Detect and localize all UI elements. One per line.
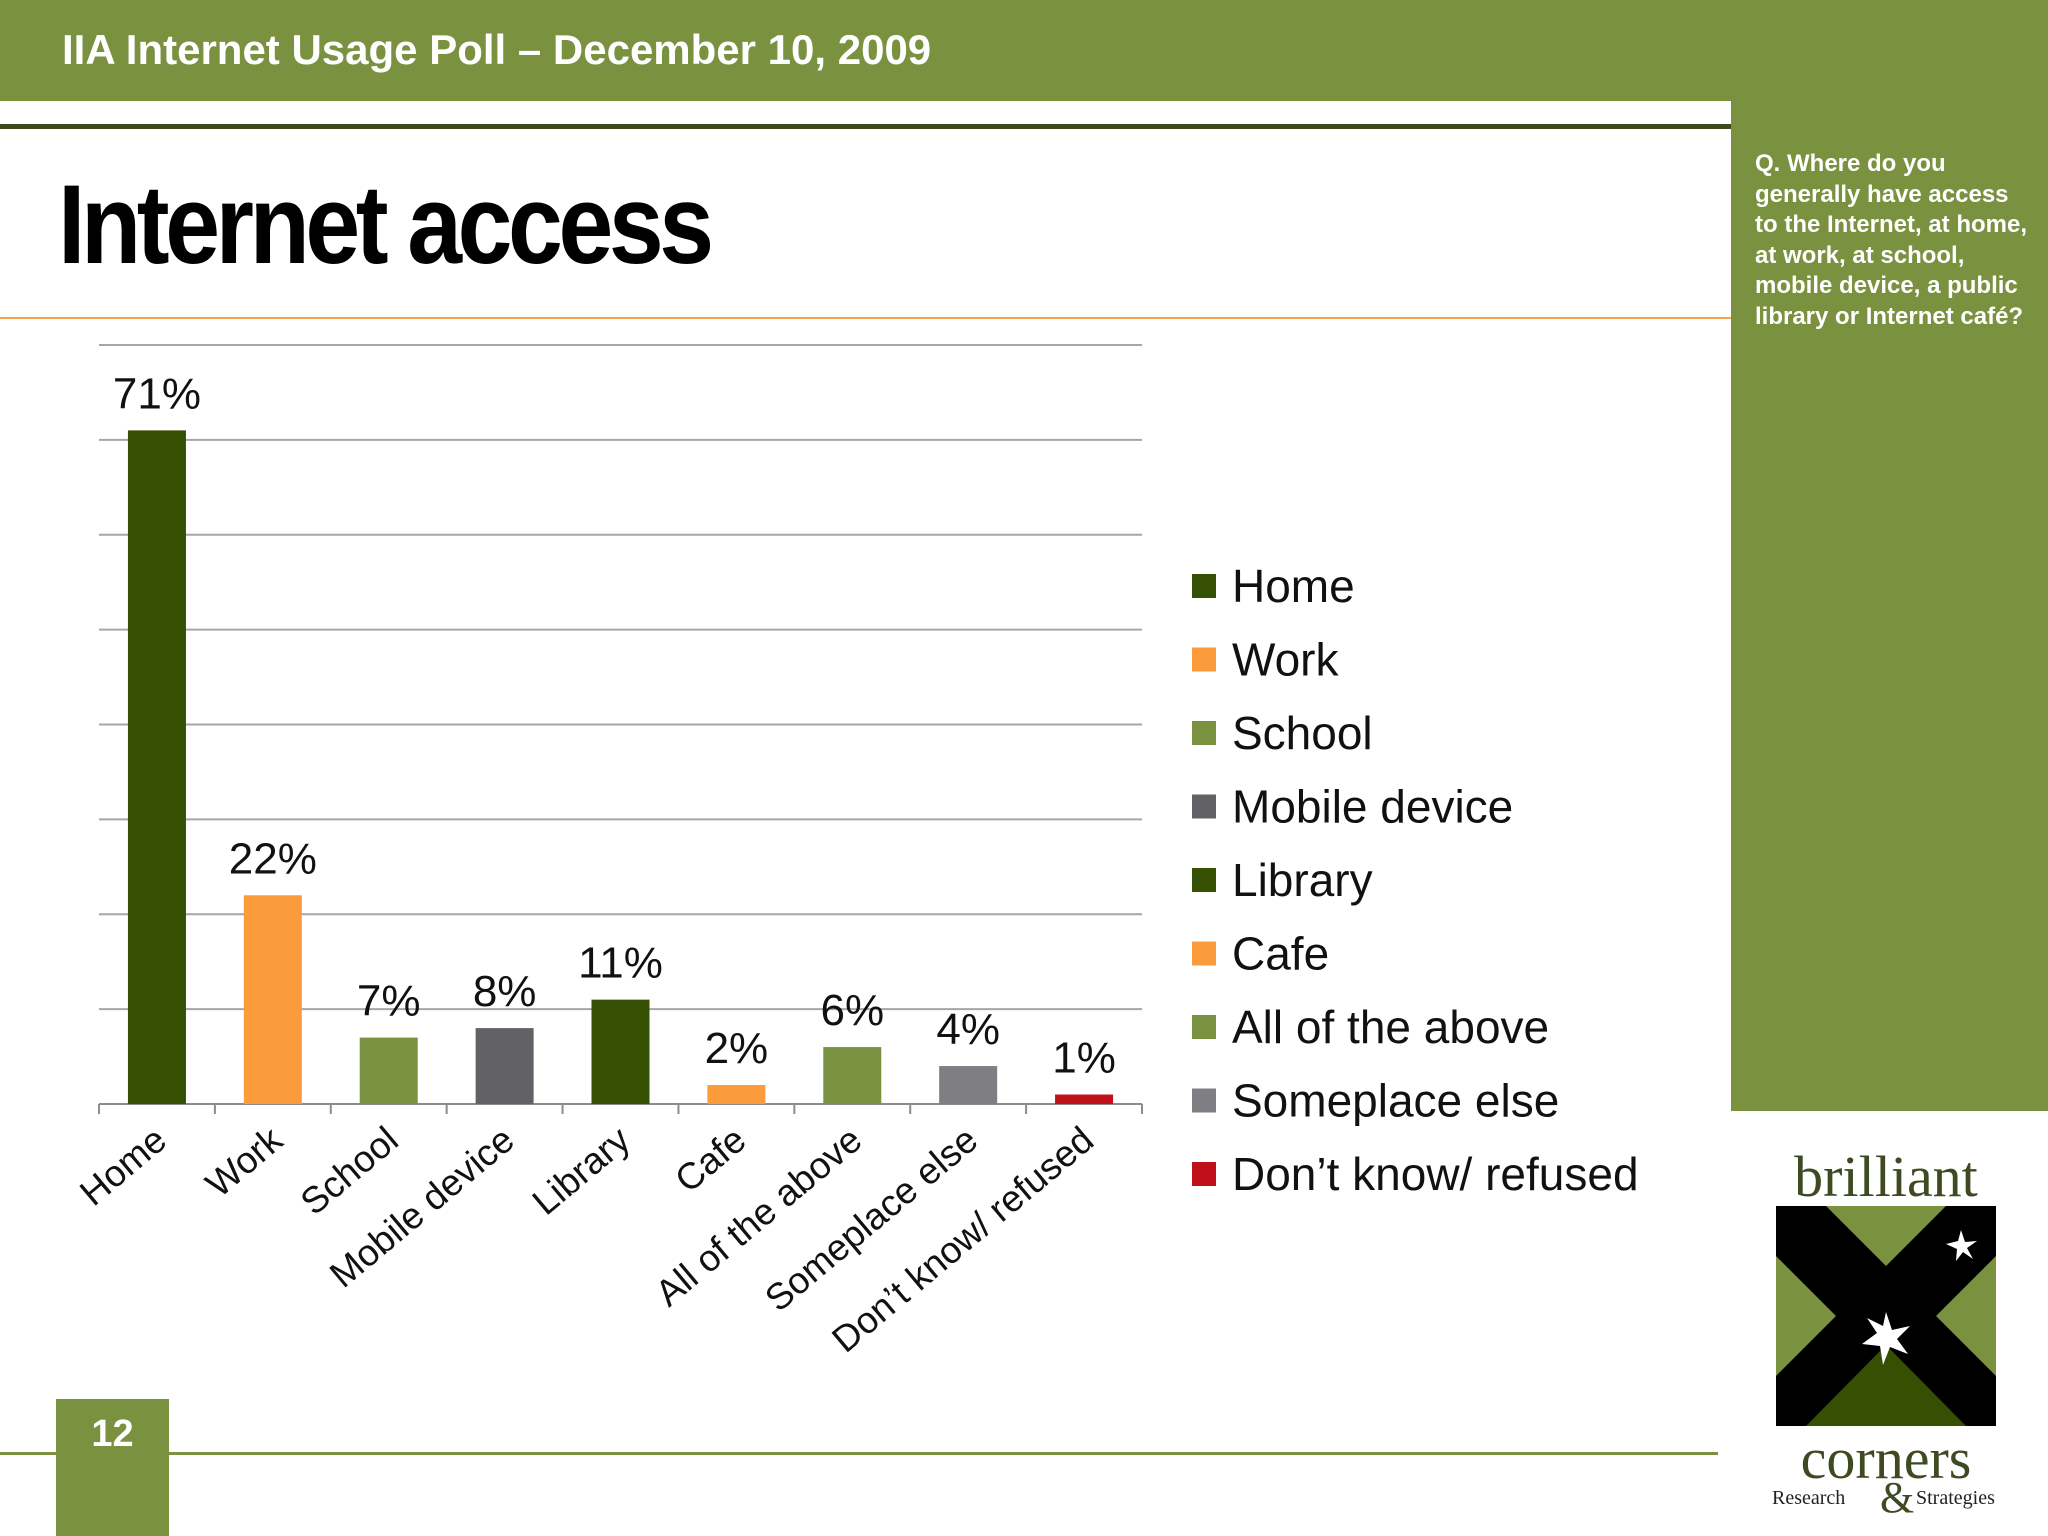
bar-4 [475,1028,534,1104]
legend-swatch-2 [1192,647,1216,672]
logo-mountain [1806,1345,1966,1426]
bar-6 [707,1085,766,1104]
legend-label-5: Library [1232,854,1373,906]
category-label-7: All of the above [648,1119,870,1314]
bar-chart: 71% Home 22% Work 7% School 8% Mobile device 11%… [72,344,1639,1360]
logo-word-bottom: corners [1801,1426,1972,1491]
category-label-5: Library [525,1118,638,1222]
legend-swatch-7 [1192,1015,1216,1039]
header-bar: IIA Internet Usage Poll – December 10, 2… [0,0,2048,101]
logo-star-large [1862,1312,1910,1365]
legend-label-8: Someplace else [1232,1075,1559,1127]
page-number: 12 [91,1413,134,1455]
data-label-7: 6% [820,986,884,1035]
brilliant-corners-logo: brilliant corners Research & Strategies [1772,1144,1996,1520]
bar-2 [243,895,302,1104]
bar-1 [127,430,186,1104]
legend-swatch-6 [1192,941,1216,966]
title-divider [0,317,1731,319]
header-divider [0,124,1731,129]
page-title: Internet access [58,162,714,287]
legend-label-4: Mobile device [1232,781,1513,833]
logo-tag-right: Strategies [1916,1487,1995,1509]
logo-word-top: brilliant [1794,1144,1978,1209]
category-label-2: Work [198,1118,290,1205]
data-label-5: 11% [578,939,663,988]
question-panel: Q. Where do you generally have access to… [1731,101,2048,1111]
page-number-box: 12 [56,1399,169,1536]
legend-label-9: Don’t know/ refused [1232,1148,1639,1200]
legend-label-1: Home [1232,560,1355,612]
category-label-1: Home [72,1119,174,1214]
data-label-2: 22% [229,834,317,883]
data-label-4: 8% [473,967,537,1016]
bar-7 [823,1047,882,1104]
data-label-6: 2% [705,1024,769,1073]
category-label-6: Cafe [667,1119,753,1201]
logo-ampersand: & [1880,1473,1914,1520]
survey-question: Q. Where do you generally have access to… [1755,150,2028,330]
legend-swatch-8 [1192,1088,1216,1113]
bar-3 [359,1037,418,1104]
legend-swatch-9 [1192,1162,1216,1186]
data-label-3: 7% [357,977,421,1026]
legend-swatch-1 [1192,574,1216,598]
legend-label-3: School [1232,707,1373,759]
logo-tag-left: Research [1772,1487,1845,1509]
bar-9 [1055,1094,1114,1104]
bar-5 [591,999,650,1104]
legend-swatch-4 [1192,794,1216,819]
legend-swatch-3 [1192,721,1216,745]
bar-8 [939,1066,998,1104]
legend-label-7: All of the above [1232,1001,1549,1053]
legend-label-2: Work [1232,634,1339,686]
data-label-1: 71% [113,369,201,418]
legend-label-6: Cafe [1232,928,1329,980]
legend-swatch-5 [1192,868,1216,892]
header-title: IIA Internet Usage Poll – December 10, 2… [62,26,932,73]
data-label-8: 4% [936,1005,1000,1054]
footer-divider [0,1452,1718,1455]
data-label-9: 1% [1052,1034,1116,1083]
logo-star-small [1946,1230,1977,1261]
